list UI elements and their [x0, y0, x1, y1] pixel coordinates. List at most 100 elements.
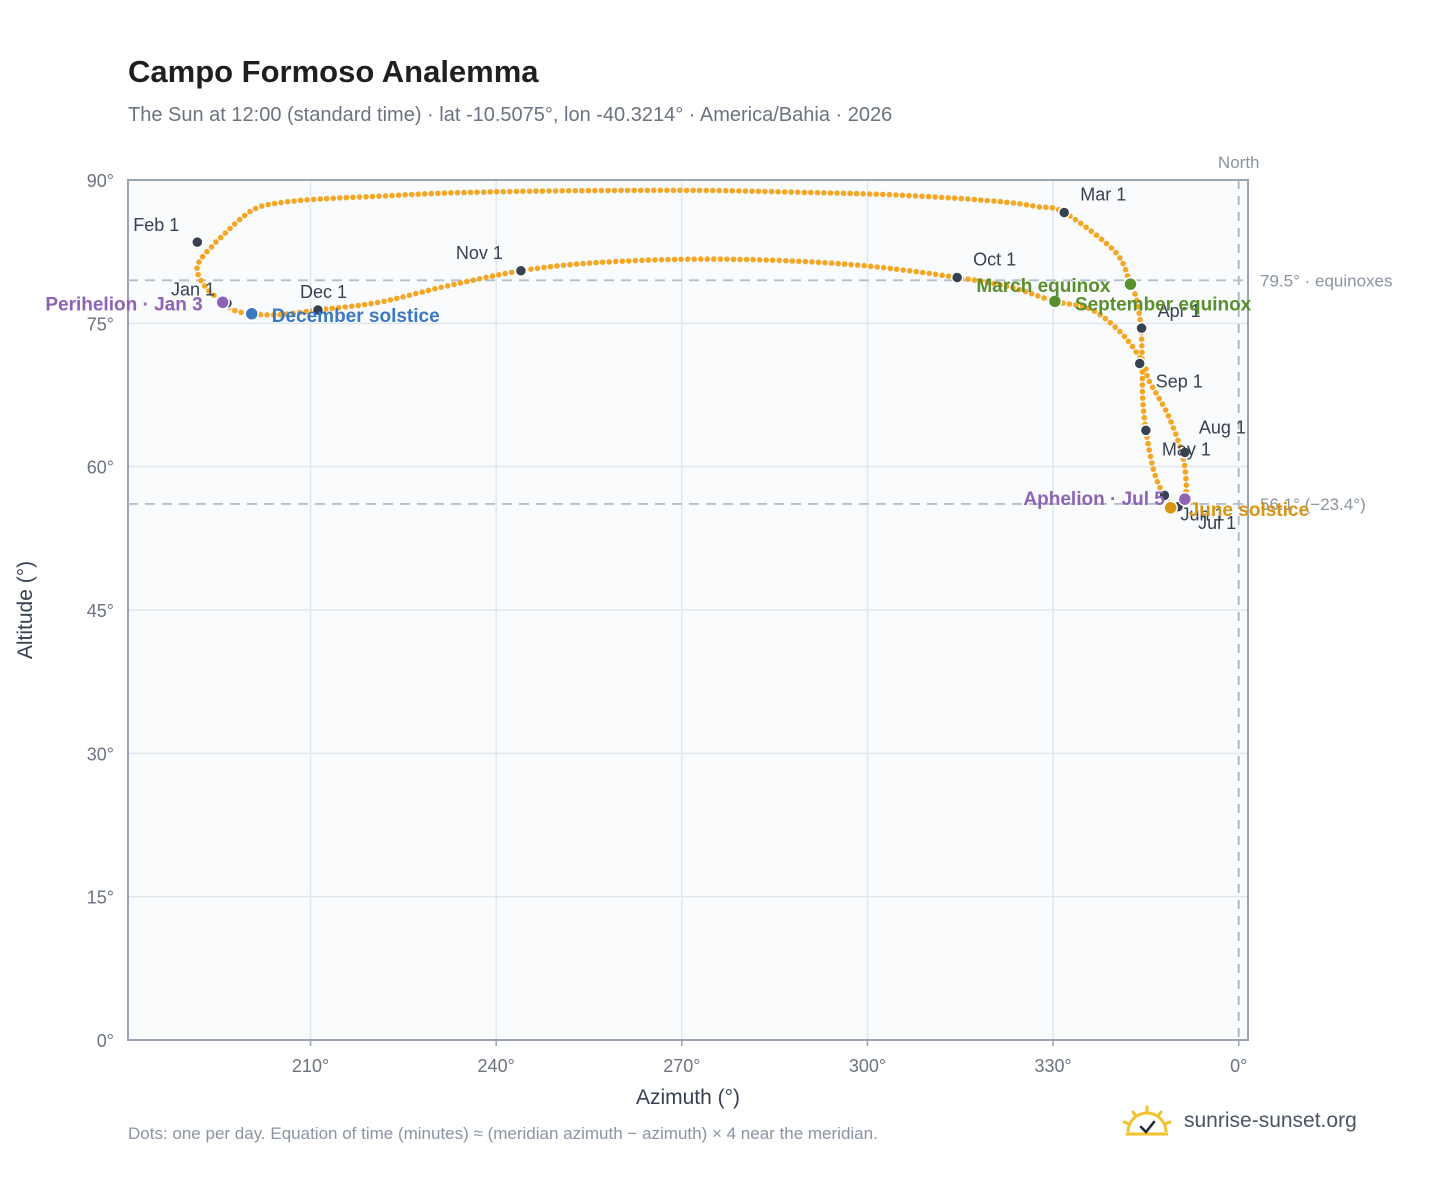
daily-sun-dot — [376, 193, 382, 199]
daily-sun-dot — [1157, 484, 1163, 491]
daily-sun-dot — [1010, 200, 1017, 206]
daily-sun-dot — [886, 191, 893, 198]
daily-sun-dot — [580, 260, 586, 267]
daily-sun-dot — [866, 191, 873, 197]
daily-sun-dot — [422, 191, 428, 197]
daily-sun-dot — [1004, 199, 1010, 206]
daily-sun-dot — [848, 261, 854, 268]
daily-sun-dot — [1165, 413, 1172, 419]
daily-sun-dot — [991, 198, 997, 204]
footnote: Dots: one per day. Equation of time (min… — [128, 1124, 878, 1143]
daily-sun-dot — [932, 271, 939, 278]
daily-sun-dot — [1049, 205, 1056, 211]
brand[interactable]: sunrise-sunset.org — [1120, 1104, 1357, 1138]
daily-sun-dot — [644, 187, 651, 194]
daily-sun-dot — [1150, 466, 1157, 473]
daily-sun-dot — [873, 191, 880, 197]
daily-sun-dot — [834, 190, 840, 196]
daily-sun-dot — [997, 282, 1003, 288]
daily-sun-dot — [887, 265, 893, 272]
daily-sun-dot — [1102, 315, 1109, 322]
daily-sun-dot — [198, 277, 204, 284]
daily-sun-dot — [330, 195, 337, 202]
daily-sun-dot — [762, 188, 768, 195]
event-marker — [244, 306, 260, 322]
daily-sun-dot — [290, 310, 297, 317]
daily-sun-dot — [408, 191, 415, 198]
daily-sun-dot — [586, 260, 593, 266]
daily-sun-dot — [539, 188, 546, 194]
daily-sun-dot — [645, 257, 652, 263]
daily-sun-dot — [971, 196, 978, 203]
daily-sun-dot — [265, 201, 272, 208]
daily-sun-dot — [606, 259, 612, 265]
daily-sun-dot — [639, 257, 645, 264]
daily-sun-dot — [618, 187, 624, 194]
daily-sun-dot — [493, 189, 500, 195]
daily-sun-dot — [201, 283, 208, 289]
daily-sun-dot — [1072, 216, 1079, 223]
daily-sun-dot — [1140, 401, 1146, 408]
daily-sun-dot — [1170, 425, 1177, 431]
daily-sun-dot — [796, 258, 802, 265]
daily-sun-dot — [567, 261, 573, 268]
daily-sun-dot — [464, 278, 470, 285]
daily-sun-dot — [795, 189, 801, 195]
y-axis-label: Altitude (°) — [14, 561, 37, 659]
daily-sun-dot — [572, 187, 579, 194]
daily-sun-dot — [291, 198, 297, 204]
event-label: Perihelion · Jan 3 — [45, 294, 202, 315]
daily-sun-dot — [1022, 288, 1029, 295]
daily-sun-dot — [978, 278, 984, 284]
daily-sun-dot — [461, 189, 467, 196]
daily-sun-dot — [554, 263, 560, 269]
event-label: December solstice — [272, 306, 440, 327]
daily-sun-dot — [236, 216, 243, 223]
daily-sun-dot — [1138, 336, 1145, 343]
daily-sun-dot — [783, 257, 789, 264]
event-label: June solstice — [1189, 500, 1309, 521]
daily-sun-dot — [1136, 310, 1142, 317]
daily-sun-dot — [781, 189, 788, 195]
daily-sun-dot — [632, 257, 639, 264]
daily-sun-dot — [939, 272, 945, 279]
daily-sun-dot — [711, 256, 717, 262]
daily-sun-dot — [691, 256, 697, 263]
x-tick-label: 210° — [292, 1056, 329, 1076]
daily-sun-dot — [1139, 382, 1146, 388]
brand-name[interactable]: sunrise-sunset.org — [1184, 1109, 1357, 1132]
daily-sun-dot — [361, 301, 368, 308]
daily-sun-dot — [840, 190, 847, 197]
daily-sun-dot — [619, 258, 626, 265]
daily-sun-dot — [598, 187, 605, 194]
chart-subtitle: The Sun at 12:00 (standard time) · lat -… — [128, 104, 893, 126]
daily-sun-dot — [476, 276, 483, 282]
daily-sun-dot — [520, 188, 526, 195]
daily-sun-dot — [1113, 249, 1119, 256]
daily-sun-dot — [965, 276, 971, 282]
daily-sun-dot — [303, 308, 310, 315]
daily-sun-dot — [1135, 303, 1141, 310]
daily-sun-dot — [356, 194, 363, 200]
daily-sun-dot — [247, 208, 253, 215]
month-label: Jul 1 — [1198, 513, 1236, 533]
y-tick-label: 0° — [97, 1031, 114, 1051]
daily-sun-dot — [342, 304, 349, 310]
daily-sun-dot — [925, 193, 932, 200]
daily-sun-dot — [893, 266, 900, 273]
daily-sun-dot — [1108, 245, 1115, 251]
daily-sun-dot — [425, 287, 432, 294]
daily-sun-dot — [611, 187, 618, 194]
daily-sun-dot — [350, 194, 356, 201]
daily-sun-dot — [906, 268, 913, 274]
daily-sun-dot — [801, 189, 808, 196]
daily-sun-dot — [926, 270, 932, 277]
event-label: March equinox — [976, 276, 1111, 297]
daily-sun-dot — [1182, 469, 1189, 475]
daily-sun-dot — [755, 188, 762, 195]
y-tick-label: 60° — [87, 458, 114, 478]
daily-sun-dot — [1183, 475, 1189, 482]
daily-sun-dot — [743, 256, 750, 263]
daily-sun-dot — [750, 256, 756, 263]
